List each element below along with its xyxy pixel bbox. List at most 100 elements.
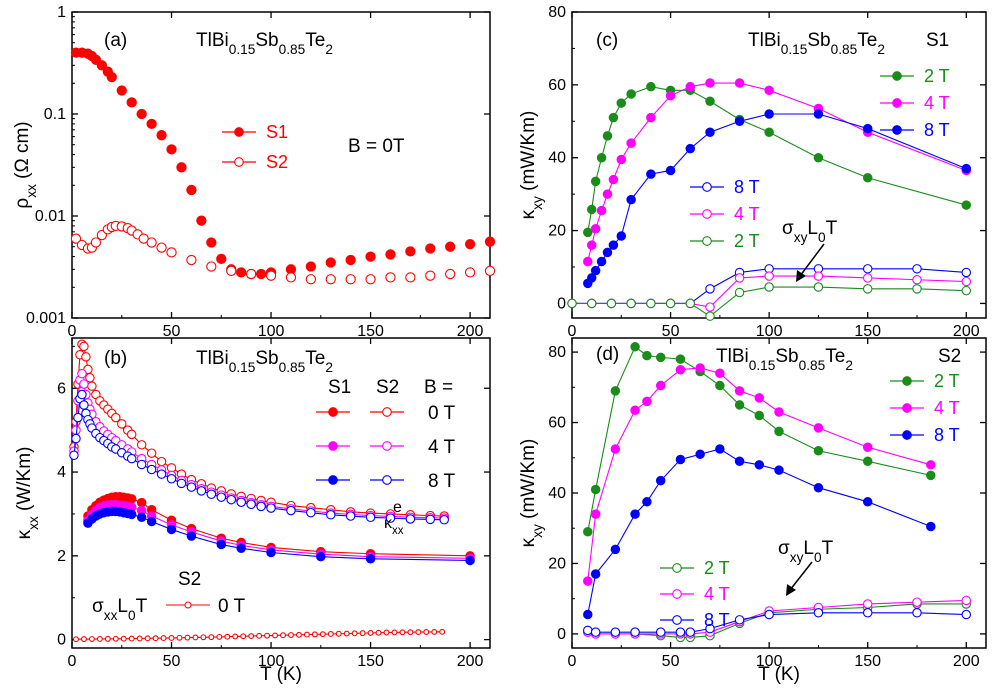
data-point: [146, 237, 157, 248]
data-point: [912, 597, 922, 607]
data-point: [655, 380, 666, 391]
data-point: [156, 469, 167, 479]
data-point: [590, 176, 601, 187]
data-point: [256, 632, 263, 639]
series-line: [587, 345, 931, 532]
y-tick-label: 0.1: [44, 106, 66, 123]
data-point: [106, 71, 117, 83]
data-point: [365, 512, 376, 523]
data-point: [695, 363, 705, 373]
data-point: [705, 284, 715, 294]
data-point: [236, 543, 246, 554]
data-point: [912, 284, 922, 294]
data-point: [774, 465, 784, 475]
legend-b-s1-row2-marker: [328, 441, 338, 451]
data-point: [608, 112, 619, 123]
y-tick-label: 60: [548, 415, 566, 432]
data-point: [586, 204, 597, 215]
data-point: [616, 154, 627, 165]
legend-b-header-2: S2: [376, 377, 399, 398]
data-point: [248, 633, 255, 640]
data-point: [156, 456, 167, 467]
panel-a: 0 50 100 150 200 0.001 0.01 0.1 1 (a) TlBi0.15Sb0.…: [12, 4, 496, 340]
data-point: [431, 628, 438, 635]
data-point: [734, 116, 745, 127]
data-point: [912, 264, 922, 274]
legend-d-open-2-label: 4 T: [704, 584, 730, 604]
data-point: [590, 224, 601, 234]
y-tick-label: 20: [548, 223, 566, 240]
data-point: [715, 368, 725, 378]
data-point: [206, 261, 217, 272]
legend-b-s2-row1-marker: [382, 407, 392, 417]
y-axis-label: ρxx (Ω cm): [12, 121, 39, 208]
data-point: [626, 298, 636, 309]
data-point: [240, 633, 247, 640]
data-point: [425, 243, 436, 254]
legend-c-filled-3-marker: [892, 125, 902, 135]
data-point: [120, 635, 127, 642]
data-point: [862, 608, 873, 618]
y-tick-label: 0: [57, 632, 66, 649]
x-tick-label: 100: [756, 653, 783, 670]
data-point: [813, 608, 824, 618]
data-point: [128, 635, 135, 642]
data-point: [305, 261, 317, 272]
data-point: [567, 298, 577, 309]
data-point: [596, 205, 607, 216]
data-point: [715, 444, 725, 454]
y-tick-label: 20: [548, 555, 566, 572]
data-point: [351, 630, 358, 637]
plot-frame: [571, 11, 987, 319]
legend-c-filled-3-label: 8 T: [924, 120, 950, 140]
data-point: [236, 497, 246, 507]
data-point: [345, 254, 356, 266]
data-point: [216, 253, 227, 265]
data-point: [160, 635, 167, 642]
x-tick-label: 50: [662, 323, 680, 340]
series-line: [587, 448, 932, 615]
data-point: [311, 631, 318, 638]
kappa-e-sup: e: [393, 499, 402, 516]
series-line: [587, 82, 967, 262]
data-point: [685, 298, 696, 309]
data-point: [630, 342, 640, 352]
data-point: [862, 456, 873, 467]
data-point: [69, 450, 79, 461]
data-point: [590, 265, 601, 276]
data-point: [425, 270, 436, 281]
data-point: [415, 629, 422, 636]
data-point: [606, 298, 617, 309]
data-point: [862, 123, 873, 134]
data-point: [77, 389, 87, 400]
data-point: [626, 89, 636, 99]
data-point: [104, 635, 111, 642]
data-point: [216, 539, 227, 550]
data-point: [156, 130, 167, 141]
data-point: [445, 241, 456, 252]
data-point: [705, 96, 715, 107]
data-point: [196, 215, 207, 226]
legend-c-filled-2-label: 4 T: [924, 93, 950, 113]
data-point: [642, 396, 652, 407]
data-point: [764, 85, 774, 96]
legend-b-s2-row3-marker: [382, 475, 392, 485]
data-point: [626, 194, 636, 205]
data-point: [764, 282, 774, 292]
data-point: [586, 273, 597, 283]
legend-d-open-1-label: 2 T: [704, 558, 730, 578]
data-point: [325, 257, 336, 268]
sample-label-c: S1: [926, 30, 949, 51]
panel-c: 0 50 100 150 200 0 20 40 60 80 (c) TlBi0.15Sb0.85Te…: [518, 4, 987, 340]
x-axis-label: T (K): [758, 664, 800, 685]
annotation-field: B = 0T: [348, 136, 405, 157]
data-point: [705, 78, 715, 88]
series-line: [587, 113, 967, 284]
data-point: [152, 635, 159, 642]
legend-c-filled-1-marker: [892, 71, 902, 81]
data-point: [862, 273, 873, 283]
data-point: [754, 410, 765, 421]
plot-frame: [71, 11, 491, 319]
y-tick-label: 40: [548, 485, 566, 502]
data-point: [484, 265, 496, 276]
